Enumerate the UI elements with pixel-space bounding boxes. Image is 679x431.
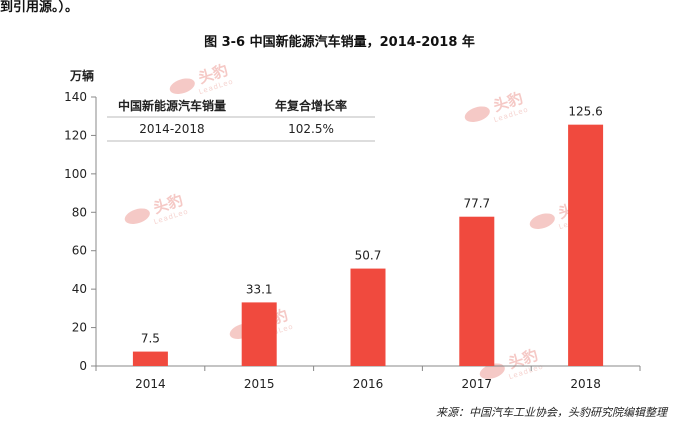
chart-title: 图 3-6 中国新能源汽车销量，2014-2018 年 xyxy=(204,35,475,50)
watermark-leopard-icon xyxy=(464,106,490,123)
data-labels: 7.5 33.1 50.7 77.7 125.6 xyxy=(141,105,603,346)
watermark-leopard-icon xyxy=(169,78,195,95)
inset-table-cell-period: 2014-2018 xyxy=(139,122,204,136)
data-label-2018: 125.6 xyxy=(568,105,602,119)
top-text-fragment: 到引用源。）。 xyxy=(0,0,79,15)
x-tick-label: 2016 xyxy=(353,377,384,391)
y-tick-label: 0 xyxy=(79,359,87,373)
y-tick-label: 140 xyxy=(64,90,87,104)
data-label-2017: 77.7 xyxy=(463,197,490,211)
bar-2015 xyxy=(241,302,277,366)
watermark-leopard-icon xyxy=(529,213,555,230)
watermark-leopard-icon xyxy=(479,363,505,380)
x-axis: 2014 2015 2016 2017 2018 xyxy=(95,365,641,391)
y-tick-label: 100 xyxy=(64,167,87,181)
y-axis-unit-label: 万辆 xyxy=(69,68,94,83)
y-tick-label: 40 xyxy=(72,282,87,296)
inset-table: 中国新能源汽车销量 年复合增长率 2014-2018 102.5% xyxy=(107,98,375,142)
bar-2018 xyxy=(568,124,604,366)
y-tick-label: 60 xyxy=(72,244,87,258)
bar-2014 xyxy=(132,351,168,366)
bar-2016 xyxy=(350,268,386,366)
inset-table-header-cagr: 年复合增长率 xyxy=(275,98,347,113)
bars xyxy=(132,124,604,366)
data-label-2015: 33.1 xyxy=(246,282,273,296)
data-label-2014: 7.5 xyxy=(141,332,160,346)
x-tick-label: 2014 xyxy=(135,377,166,391)
data-label-2016: 50.7 xyxy=(355,249,382,263)
x-tick-label: 2015 xyxy=(244,377,275,391)
y-tick-label: 80 xyxy=(72,205,87,219)
watermark-leopard-icon xyxy=(124,208,150,225)
inset-table-header-sales: 中国新能源汽车销量 xyxy=(118,98,226,113)
y-tick-label: 120 xyxy=(64,128,87,142)
inset-table-cell-cagr: 102.5% xyxy=(288,122,334,136)
x-tick-label: 2017 xyxy=(462,377,493,391)
y-tick-label: 20 xyxy=(72,321,87,335)
x-tick-label: 2018 xyxy=(570,377,601,391)
bar-2017 xyxy=(459,216,495,366)
y-axis: 0 20 40 60 80 100 120 140 xyxy=(64,90,97,373)
source-note: 来源：中国汽车工业协会，头豹研究院编辑整理 xyxy=(436,406,667,419)
